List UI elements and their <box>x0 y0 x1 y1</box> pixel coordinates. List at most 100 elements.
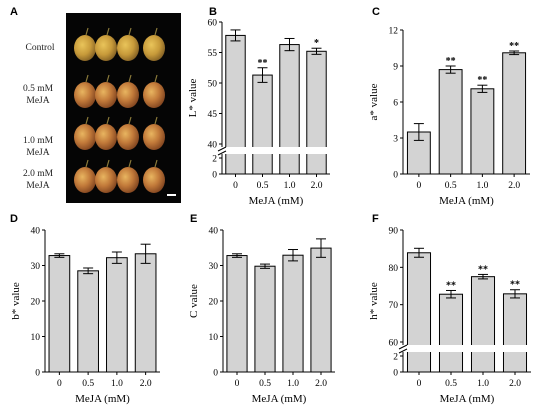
y-tick-label: 3 <box>393 135 398 145</box>
pear-stem <box>128 74 132 83</box>
pear-stem <box>106 116 110 125</box>
pear <box>74 74 96 108</box>
row-label-10: 1.0 mM MeJA <box>23 136 54 158</box>
panel-label: D <box>10 213 18 225</box>
y-tick-label: 12 <box>389 27 399 37</box>
bar <box>48 255 71 373</box>
pear-stem <box>106 27 110 36</box>
y-tick-label: 9 <box>393 63 398 73</box>
pear-stem <box>85 74 89 83</box>
row-labels: Control 0.5 mM MeJA 1.0 mM MeJA 2.0 mM MeJA <box>23 43 55 191</box>
significance-label: ** <box>446 280 456 291</box>
pear-stem <box>128 159 132 168</box>
x-tick-label: 1.0 <box>477 379 489 389</box>
pear <box>95 74 117 108</box>
pear-stem <box>154 159 158 168</box>
pear-grid <box>74 27 165 193</box>
chart-panel-e: E 0 10 20 30 40 0 0.5 1.0 2.0 MeJA (mM) C value <box>188 213 335 405</box>
y-tick-label: 40 <box>209 227 219 237</box>
significance-label: * <box>314 38 319 49</box>
bar <box>279 44 300 175</box>
x-tick-label: 0 <box>417 379 422 389</box>
x-tick-label: 1.0 <box>287 379 299 389</box>
y-tick-label: 0 <box>213 369 218 379</box>
pear <box>143 27 165 61</box>
y-tick-label: 20 <box>209 298 219 308</box>
axis-break <box>397 345 533 352</box>
y-tick-label: 2 <box>393 353 398 363</box>
x-tick-label: 0.5 <box>445 181 457 191</box>
y-tick-label: 60 <box>208 19 218 29</box>
y-axis-title: h* value <box>368 282 380 320</box>
y-tick-label: 0 <box>212 171 217 181</box>
x-tick-label: 2.0 <box>508 181 520 191</box>
x-tick-label: 2.0 <box>311 181 323 191</box>
x-axis-title: MeJA (mM) <box>439 195 494 207</box>
x-axis-title: MeJA (mM) <box>75 393 130 405</box>
pear <box>74 27 96 61</box>
y-tick-label: 2 <box>212 155 217 165</box>
pear-stem <box>154 116 158 125</box>
panel-label: E <box>190 213 197 225</box>
pear-fruit <box>117 35 139 61</box>
x-tick-label: 0.5 <box>257 181 269 191</box>
y-axis-title: C value <box>188 284 200 318</box>
y-tick-label: 10 <box>209 333 219 343</box>
y-tick-label: 30 <box>31 262 41 272</box>
pear <box>74 116 96 150</box>
pear <box>117 159 139 193</box>
significance-label: ** <box>477 75 487 86</box>
y-tick-label: 80 <box>389 264 399 274</box>
bar <box>470 88 495 175</box>
bar <box>254 265 276 373</box>
chart-panel-f: F 60 70 80 90 2 0 0 ** 0.5 ** 1.0 ** 2.0 MeJA (mM) h* v… <box>368 213 533 405</box>
pear-stem <box>154 74 158 83</box>
significance-label: ** <box>510 280 520 291</box>
pear-fruit <box>95 82 117 108</box>
pear-stem <box>128 116 132 125</box>
y-axis-title: L* value <box>187 78 199 117</box>
bar <box>226 255 248 373</box>
pear <box>143 116 165 150</box>
scale-bar <box>167 194 176 196</box>
pear <box>117 74 139 108</box>
x-axis-title: MeJA (mM) <box>440 393 495 405</box>
row-label-20: 2.0 mM MeJA <box>23 169 54 191</box>
x-tick-label: 0 <box>233 181 238 191</box>
bar <box>252 74 273 175</box>
pear-stem <box>128 27 132 36</box>
y-tick-label: 70 <box>389 301 399 311</box>
pear-stem <box>85 159 89 168</box>
row-label-05: 0.5 mM MeJA <box>23 84 54 106</box>
bar <box>306 50 327 175</box>
y-tick-label: 40 <box>31 227 41 237</box>
y-tick-label: 6 <box>393 99 398 109</box>
pear-fruit <box>143 35 165 61</box>
y-tick-label: 50 <box>208 80 218 90</box>
x-tick-label: 2.0 <box>509 379 521 389</box>
pear-fruit <box>95 35 117 61</box>
y-tick-label: 0 <box>393 369 398 379</box>
bar <box>470 276 496 373</box>
panel-label: B <box>209 6 217 18</box>
pear-stem <box>85 116 89 125</box>
y-tick-label: 0 <box>393 171 398 181</box>
x-tick-label: 0 <box>417 181 422 191</box>
bar <box>310 247 332 373</box>
pear <box>95 159 117 193</box>
pear-fruit <box>95 124 117 150</box>
x-tick-label: 2.0 <box>140 379 152 389</box>
bar <box>77 270 99 373</box>
x-tick-label: 1.0 <box>284 181 296 191</box>
pear-fruit <box>143 167 165 193</box>
panel-label: F <box>372 213 379 225</box>
y-tick-label: 45 <box>208 110 218 120</box>
axis-break-mark <box>398 348 408 354</box>
pear <box>117 116 139 150</box>
pear-fruit <box>117 124 139 150</box>
significance-label: ** <box>509 41 519 52</box>
x-tick-label: 0.5 <box>445 379 457 389</box>
y-tick-label: 0 <box>35 369 40 379</box>
x-tick-label: 0 <box>57 379 62 389</box>
